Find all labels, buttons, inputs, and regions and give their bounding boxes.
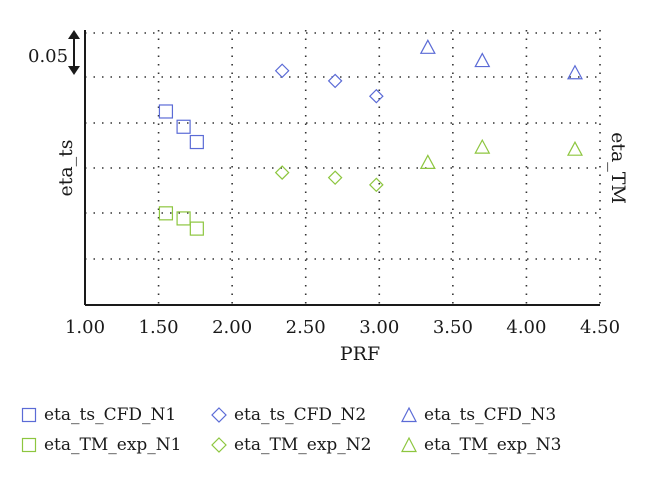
legend-label: eta_TM_exp_N1: [44, 435, 182, 455]
y-axis-title-left: eta_ts: [55, 139, 77, 196]
axes: [84, 30, 600, 306]
series-eta_TM_exp_N1: [158, 206, 204, 236]
legend-row-1: eta_ts_CFD_N1 eta_ts_CFD_N2 eta_ts_CFD_N…: [20, 400, 640, 430]
legend-item: eta_TM_exp_N1: [20, 435, 210, 455]
data-point-triangle: [566, 140, 583, 156]
series-eta_TM_exp_N3: [419, 138, 583, 170]
legend-label: eta_ts_CFD_N2: [234, 405, 367, 425]
data-point-square: [158, 104, 174, 119]
legend-label: eta_TM_exp_N3: [424, 435, 562, 455]
x-tick-label: 2.50: [286, 317, 326, 338]
series-eta_TM_exp_N2: [274, 165, 384, 193]
y-scale-arrow-up-icon: [68, 30, 80, 39]
data-point-triangle: [474, 52, 491, 68]
data-point-diamond: [274, 165, 290, 180]
square-marker-icon: [21, 437, 37, 453]
series-eta_ts_CFD_N2: [274, 63, 384, 104]
y-tick-label: 0.05: [28, 46, 68, 67]
data-point-diamond: [368, 177, 384, 193]
diamond-marker-icon: [211, 407, 227, 423]
data-points: [158, 39, 583, 236]
legend-item: eta_ts_CFD_N3: [400, 405, 590, 425]
legend: eta_ts_CFD_N1 eta_ts_CFD_N2 eta_ts_CFD_N…: [20, 400, 640, 460]
x-tick-label: 3.00: [359, 317, 399, 338]
data-point-square: [158, 206, 174, 221]
x-axis-title: PRF: [340, 343, 380, 365]
series-eta_ts_CFD_N1: [158, 104, 204, 150]
x-tick-label: 3.50: [433, 317, 473, 338]
data-point-triangle: [419, 154, 436, 170]
data-point-diamond: [274, 63, 290, 79]
grid: [85, 30, 601, 305]
x-tick-label: 1.50: [139, 317, 179, 338]
data-point-diamond: [327, 170, 343, 186]
y-scale-indicator: 0.05: [28, 30, 80, 75]
data-point-triangle: [474, 138, 491, 154]
legend-row-2: eta_TM_exp_N1 eta_TM_exp_N2 eta_TM_exp_N…: [20, 430, 640, 460]
legend-item: eta_ts_CFD_N1: [20, 405, 210, 425]
data-point-square: [189, 134, 204, 150]
data-point-square: [189, 221, 204, 236]
legend-item: eta_TM_exp_N3: [400, 435, 590, 455]
data-point-triangle: [566, 64, 583, 80]
data-point-diamond: [327, 73, 343, 89]
diamond-marker-icon: [211, 437, 227, 453]
y-scale-arrow-down-icon: [68, 66, 80, 75]
triangle-marker-icon: [401, 436, 417, 453]
series-eta_ts_CFD_N3: [419, 39, 583, 80]
x-tick-label: 4.50: [580, 317, 620, 338]
x-tick-label: 4.00: [506, 317, 546, 338]
scatter-chart: 1.00 1.50 2.00 2.50 3.00 3.50 4.00 4.50 0.05 PR…: [28, 30, 629, 365]
square-marker-icon: [21, 407, 37, 423]
data-point-square: [176, 119, 191, 134]
legend-label: eta_TM_exp_N2: [234, 435, 372, 455]
legend-label: eta_ts_CFD_N3: [424, 405, 557, 425]
x-tick-label: 2.00: [212, 317, 252, 338]
legend-item: eta_TM_exp_N2: [210, 435, 400, 455]
data-point-square: [176, 211, 191, 226]
data-point-diamond: [368, 88, 384, 104]
triangle-marker-icon: [401, 406, 417, 423]
legend-item: eta_ts_CFD_N2: [210, 405, 400, 425]
x-tick-labels: 1.00 1.50 2.00 2.50 3.00 3.50 4.00 4.50: [65, 317, 620, 338]
y-axis-title-right: eta_TM: [607, 132, 629, 204]
legend-label: eta_ts_CFD_N1: [44, 405, 177, 425]
data-point-triangle: [419, 39, 436, 54]
x-tick-label: 1.00: [65, 317, 105, 338]
